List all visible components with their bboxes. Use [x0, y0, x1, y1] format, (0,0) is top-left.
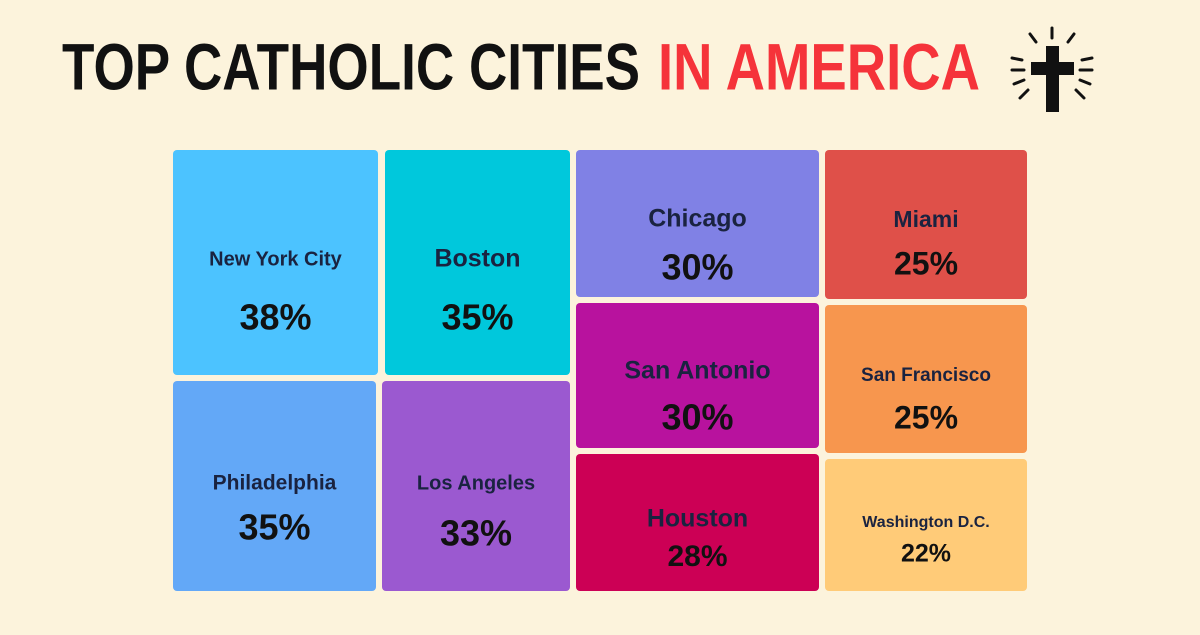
- title-part: TOP CATHOLIC CITIES: [62, 29, 640, 103]
- tile-label: New York City: [209, 248, 343, 270]
- value-label: 22%: [901, 540, 951, 568]
- value-label: 33%: [440, 513, 512, 554]
- value-label: 30%: [661, 247, 733, 288]
- cross-icon: [1010, 26, 1094, 112]
- tile-label: San Francisco: [861, 365, 991, 386]
- tile-label: San Antonio: [624, 357, 770, 385]
- tile: [825, 459, 1027, 591]
- tile-label: Washington D.C.: [862, 514, 989, 531]
- value-label: 35%: [238, 507, 310, 548]
- tile-label: Chicago: [648, 205, 747, 233]
- value-label: 30%: [661, 397, 733, 438]
- tile-label: Boston: [434, 245, 520, 273]
- tile: [576, 150, 819, 297]
- title: TOP CATHOLIC CITIES IN AMERICA: [62, 29, 980, 103]
- tile-label: Houston: [647, 505, 748, 533]
- tile-label: Miami: [893, 206, 958, 232]
- tile: [825, 305, 1027, 453]
- title-part: IN AMERICA: [658, 29, 980, 103]
- tile: [173, 150, 378, 375]
- value-label: 25%: [894, 245, 958, 281]
- value-label: 25%: [894, 399, 958, 435]
- tile-label: Philadelphia: [213, 472, 337, 495]
- tile-label: Los Angeles: [417, 472, 535, 494]
- value-label: 28%: [667, 540, 727, 573]
- tile: [385, 150, 570, 375]
- tile: [382, 381, 570, 591]
- value-label: 38%: [239, 297, 311, 338]
- tile: [576, 303, 819, 448]
- tile: [173, 381, 376, 591]
- treemap: New York City 38% Boston 35% Philadelphia 35%…: [173, 150, 1027, 591]
- tile: [825, 150, 1027, 299]
- tile: [576, 454, 819, 591]
- value-label: 35%: [441, 297, 513, 338]
